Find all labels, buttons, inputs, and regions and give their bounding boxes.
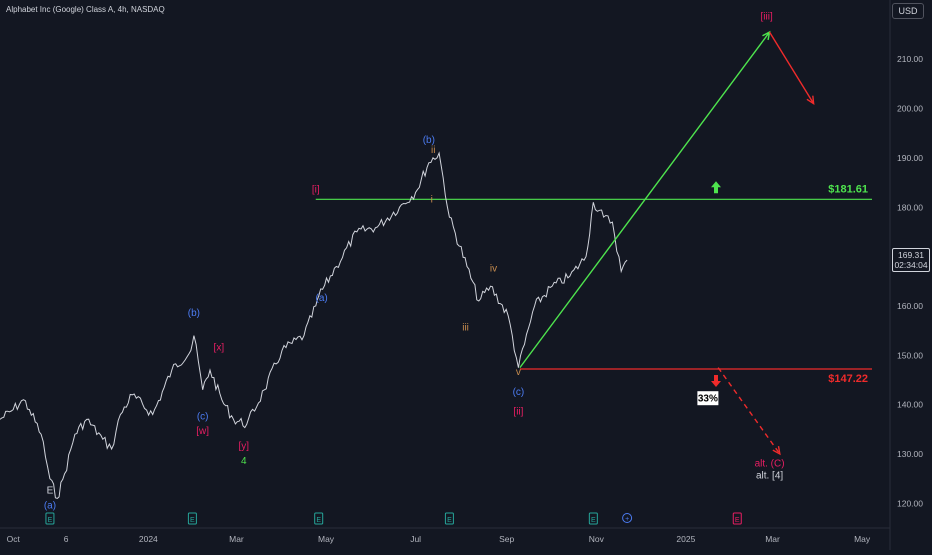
wave-label: [iii] — [761, 12, 773, 23]
event-marker-label: E — [735, 517, 740, 524]
y-tick-label: 120.00 — [897, 498, 923, 508]
y-tick-label: 200.00 — [897, 104, 923, 114]
wave-label: 4 — [241, 456, 247, 467]
bar-countdown: 02:34:04 — [894, 260, 928, 270]
event-marker-label: E — [591, 517, 596, 524]
chart-title: Alphabet Inc (Google) Class A, 4h, NASDA… — [6, 5, 165, 14]
wave-label: i — [431, 194, 433, 205]
event-markers: E E E E E E + — [45, 512, 742, 525]
event-marker-box — [588, 512, 598, 525]
wave-label: (b) — [188, 308, 200, 319]
wave-label: [i] — [312, 184, 320, 195]
event-marker-box — [187, 512, 197, 525]
projection-line — [768, 31, 815, 104]
projection-arrowhead — [772, 445, 781, 456]
x-tick-label: 2025 — [676, 534, 695, 544]
wave-label: [x] — [214, 342, 225, 353]
event-marker-box — [444, 512, 454, 525]
last-price-value: 169.31 — [898, 250, 924, 260]
y-tick-label: 210.00 — [897, 54, 923, 64]
x-tick-label: Sep — [499, 534, 514, 544]
projection-line — [717, 367, 781, 455]
projection-arrowhead — [806, 95, 815, 105]
annotations: 33% — [696, 390, 720, 407]
x-tick-label: Oct — [7, 534, 21, 544]
event-marker-label: E — [447, 517, 452, 524]
price-level-label: $181.61 — [828, 183, 868, 195]
y-tick-label: 130.00 — [897, 449, 923, 459]
arrow-up-icon — [711, 181, 721, 194]
event-marker-box — [45, 512, 55, 525]
wave-labels: (a)E(b)(c)[w][x][y]4[i](a)(b)iiiiiiivv(c… — [44, 12, 785, 512]
price-level-label: $147.22 — [828, 373, 868, 385]
probability-box — [696, 390, 720, 407]
wave-label: (c) — [513, 387, 525, 398]
wave-label: iii — [462, 323, 469, 334]
y-tick-label: 150.00 — [897, 350, 923, 360]
wave-label: (b) — [423, 135, 435, 146]
x-tick-label: May — [318, 534, 335, 544]
wave-label: [w] — [196, 426, 209, 437]
price-series — [0, 151, 628, 499]
x-tick-label: Mar — [229, 534, 244, 544]
dividend-marker-icon — [622, 513, 633, 523]
projection-line — [519, 31, 771, 369]
wave-label: (a) — [316, 293, 328, 304]
event-marker-box — [314, 512, 324, 525]
price-levels: $181.61 $147.22 — [315, 181, 872, 388]
event-marker-label: E — [190, 517, 195, 524]
x-tick-label: Nov — [589, 534, 605, 544]
dividend-marker-icon: + — [625, 516, 629, 523]
x-tick-label: 2024 — [139, 534, 158, 544]
wave-label: v — [516, 367, 521, 378]
x-tick-label: 6 — [64, 534, 69, 544]
currency-button[interactable]: USD — [892, 3, 924, 19]
last-price-tag: 169.31 02:34:04 — [892, 248, 930, 272]
event-marker-label: E — [48, 517, 53, 524]
wave-label: ii — [431, 145, 435, 156]
y-tick-label: 160.00 — [897, 301, 923, 311]
y-tick-label: 140.00 — [897, 400, 923, 410]
wave-label: [ii] — [513, 407, 523, 418]
wave-label: iv — [490, 263, 497, 274]
event-marker-label: E — [316, 517, 321, 524]
x-tick-label: May — [854, 534, 871, 544]
y-tick-label: 190.00 — [897, 153, 923, 163]
projection-lines — [519, 30, 815, 456]
arrow-down-icon — [711, 375, 721, 388]
wave-label: alt. [4] — [756, 471, 783, 482]
wave-label: [y] — [239, 441, 250, 452]
event-marker-box — [732, 512, 742, 525]
wave-label: alt. (C) — [755, 458, 785, 469]
time-axis[interactable]: Oct 6 2024 Mar May Jul Sep Nov 2025 Mar May — [0, 527, 890, 544]
y-tick-label: 180.00 — [897, 202, 923, 212]
probability-label: 33% — [698, 394, 718, 405]
x-tick-label: Jul — [410, 534, 421, 544]
x-tick-label: Mar — [765, 534, 780, 544]
wave-label: (a) — [44, 500, 56, 511]
price-axis[interactable]: 120.00130.00140.00150.00160.00170.00180.… — [889, 0, 923, 550]
wave-label: (c) — [197, 411, 209, 422]
wave-label: E — [47, 485, 54, 496]
price-line — [0, 151, 628, 499]
